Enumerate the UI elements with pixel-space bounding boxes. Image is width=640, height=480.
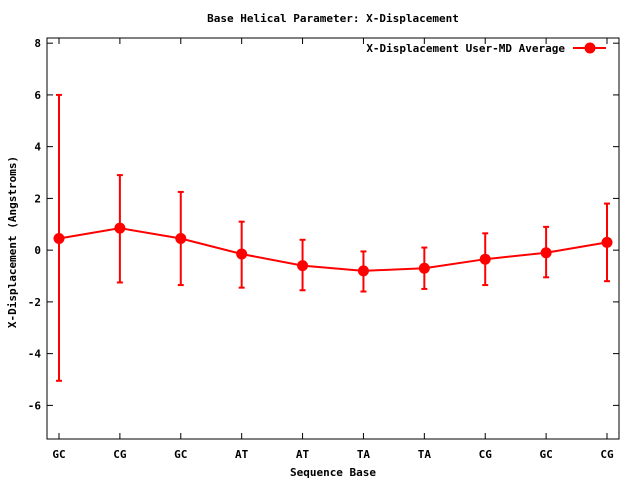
y-axis-ticks: -6 -4 -2 0 2 4 6 8 [28,37,619,412]
x-tick-label: TA [357,448,371,461]
x-tick-label: CG [479,448,493,461]
x-axis-ticks: GC CG GC AT AT TA TA CG GC CG [52,38,614,461]
data-point [418,262,430,274]
series-line [58,227,608,272]
data-point [175,233,187,244]
y-tick-label: 6 [34,89,41,102]
y-tick-label: -2 [28,296,41,309]
data-point [53,233,65,244]
data-point [357,265,369,277]
error-bars [56,93,610,382]
chart-title: Base Helical Parameter: X-Displacement [207,12,459,25]
data-point [479,253,491,265]
y-axis-label: X-Displacement (Angstroms) [6,156,19,328]
legend: X-Displacement User-MD Average [366,42,606,55]
legend-label: X-Displacement User-MD Average [366,42,565,55]
y-tick-label: -6 [28,399,42,412]
x-axis-label: Sequence Base [290,466,376,479]
x-tick-label: AT [296,448,310,461]
y-tick-label: 4 [34,141,41,154]
data-point [601,236,613,248]
series-line-group [58,227,608,272]
data-point [540,247,552,259]
y-tick-label: -4 [28,348,42,361]
x-tick-label: AT [235,448,249,461]
x-tick-label: TA [418,448,432,461]
x-tick-label: CG [113,448,127,461]
x-tick-label: GC [52,448,65,461]
data-points [53,222,613,277]
y-tick-label: 8 [34,37,41,50]
plot-frame [46,37,620,440]
y-tick-label: 2 [34,192,41,205]
data-point [236,248,248,260]
data-point [297,260,309,272]
x-tick-label: CG [600,448,614,461]
x-tick-label: GC [539,448,552,461]
data-point [114,222,126,234]
x-tick-label: GC [174,448,187,461]
y-tick-label: 0 [34,244,41,257]
legend-marker [584,42,596,54]
